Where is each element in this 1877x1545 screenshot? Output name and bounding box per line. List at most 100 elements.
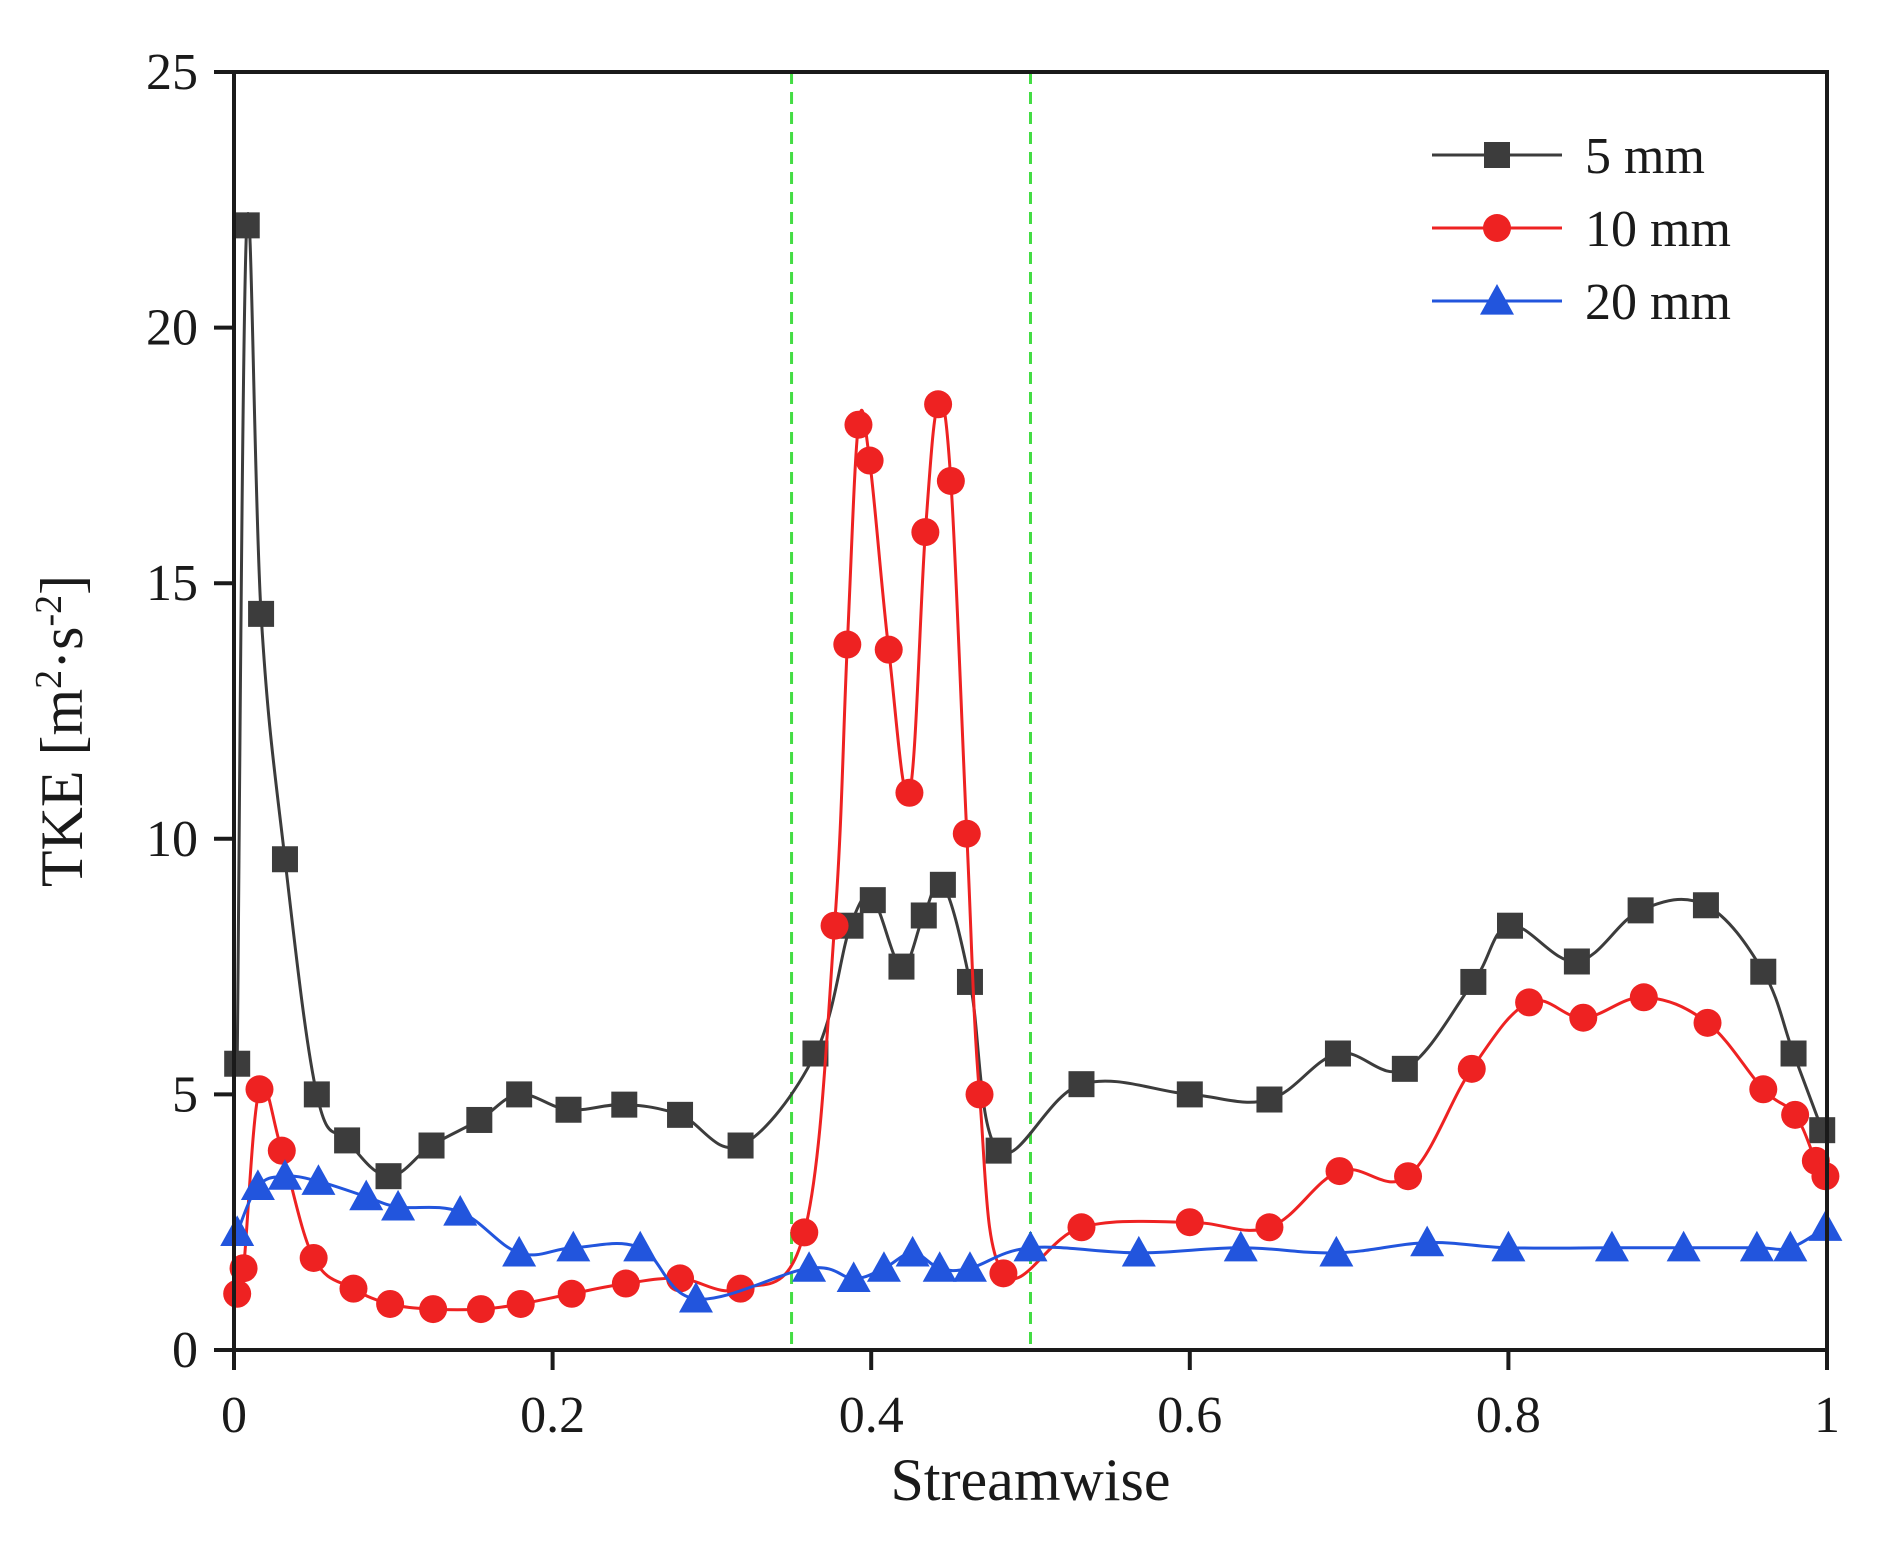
data-point-20-mm — [895, 1235, 930, 1267]
y-axis-label: TKE [m2·s-2] — [28, 575, 95, 887]
data-point-10-mm — [1255, 1213, 1284, 1242]
data-point-20-mm — [1121, 1235, 1156, 1267]
data-point-10-mm — [245, 1075, 274, 1104]
data-point-5-mm — [233, 212, 260, 239]
legend-label: 20 mm — [1585, 274, 1731, 331]
data-point-10-mm — [855, 446, 884, 475]
data-point-10-mm — [1569, 1003, 1598, 1032]
series-layer — [220, 212, 1843, 1324]
data-point-5-mm — [910, 902, 937, 929]
data-point-20-mm — [1013, 1230, 1048, 1262]
data-point-10-mm — [989, 1259, 1018, 1288]
data-point-10-mm — [267, 1136, 296, 1165]
data-point-20-mm — [220, 1215, 255, 1247]
data-point-10-mm — [911, 518, 940, 547]
legend-marker — [1480, 284, 1514, 315]
data-point-10-mm — [965, 1080, 994, 1109]
legend-marker — [1483, 214, 1511, 242]
data-point-5-mm — [1627, 897, 1654, 924]
data-point-5-mm — [1563, 948, 1590, 975]
data-point-20-mm — [1319, 1235, 1354, 1267]
data-point-5-mm — [956, 968, 983, 995]
data-point-5-mm — [271, 846, 298, 873]
data-point-10-mm — [952, 819, 981, 848]
data-point-5-mm — [334, 1127, 361, 1154]
data-point-20-mm — [866, 1251, 901, 1282]
data-point-5-mm — [1176, 1081, 1203, 1108]
data-point-10-mm — [726, 1274, 755, 1303]
data-point-10-mm — [844, 410, 873, 439]
data-point-5-mm — [1750, 958, 1777, 985]
data-point-10-mm — [895, 778, 924, 807]
data-point-20-mm — [1666, 1230, 1701, 1262]
data-point-20-mm — [301, 1164, 336, 1195]
data-point-5-mm — [611, 1091, 638, 1118]
data-point-20-mm — [1773, 1230, 1808, 1262]
data-point-10-mm — [1629, 983, 1658, 1012]
x-tick-label: 0.2 — [520, 1387, 585, 1444]
data-point-20-mm — [502, 1235, 537, 1267]
data-point-10-mm — [1325, 1157, 1354, 1186]
data-point-5-mm — [1256, 1086, 1283, 1113]
data-point-5-mm — [1809, 1117, 1836, 1144]
series-5-mm — [224, 212, 1836, 1190]
x-tick-label: 0.4 — [839, 1387, 904, 1444]
data-point-20-mm — [1223, 1230, 1258, 1262]
data-point-20-mm — [952, 1251, 987, 1282]
legend-item-10-mm: 10 mm — [1432, 201, 1731, 258]
legend: 5 mm 10 mm 20 mm — [1432, 128, 1731, 331]
data-point-10-mm — [419, 1295, 448, 1324]
axes-layer — [232, 70, 1829, 1352]
data-point-10-mm — [874, 635, 903, 664]
data-point-10-mm — [229, 1254, 258, 1283]
data-point-5-mm — [667, 1101, 694, 1128]
data-point-5-mm — [466, 1106, 493, 1133]
series-10-mm — [223, 390, 1840, 1324]
data-point-20-mm — [381, 1189, 416, 1221]
legend-marker — [1484, 142, 1510, 168]
data-point-10-mm — [820, 911, 849, 940]
data-point-10-mm — [466, 1295, 495, 1324]
data-point-10-mm — [936, 466, 965, 495]
data-point-5-mm — [224, 1050, 251, 1077]
data-point-5-mm — [1324, 1040, 1351, 1067]
data-point-20-mm — [556, 1230, 591, 1262]
data-point-10-mm — [924, 390, 953, 419]
data-point-20-mm — [678, 1281, 713, 1313]
data-point-10-mm — [666, 1264, 695, 1293]
x-tick-label: 1 — [1814, 1387, 1840, 1444]
data-point-20-mm — [349, 1179, 384, 1211]
data-point-10-mm — [339, 1274, 368, 1303]
data-point-5-mm — [859, 887, 886, 914]
data-point-5-mm — [418, 1132, 445, 1159]
plot-frame — [232, 70, 1829, 1352]
x-tick-label: 0.8 — [1476, 1387, 1541, 1444]
data-point-5-mm — [375, 1163, 402, 1190]
data-point-20-mm — [267, 1159, 302, 1190]
data-point-10-mm — [1693, 1008, 1722, 1037]
data-point-5-mm — [888, 953, 915, 980]
data-point-10-mm — [1175, 1208, 1204, 1237]
data-point-5-mm — [1496, 912, 1523, 939]
data-point-10-mm — [1457, 1054, 1486, 1083]
y-tick-label: 10 — [146, 811, 198, 868]
data-point-5-mm — [248, 600, 275, 627]
data-point-20-mm — [1739, 1230, 1774, 1262]
data-point-5-mm — [506, 1081, 533, 1108]
reference-lines-layer — [790, 72, 1032, 1350]
data-point-20-mm — [623, 1230, 658, 1262]
data-point-5-mm — [929, 871, 956, 898]
data-point-5-mm — [1460, 968, 1487, 995]
data-point-10-mm — [611, 1269, 640, 1298]
data-point-10-mm — [557, 1279, 586, 1308]
data-point-10-mm — [1515, 988, 1544, 1017]
data-point-10-mm — [790, 1218, 819, 1247]
data-point-5-mm — [303, 1081, 330, 1108]
data-point-20-mm — [836, 1261, 871, 1293]
data-point-10-mm — [299, 1243, 328, 1272]
y-tick-label: 15 — [146, 555, 198, 612]
legend-label: 10 mm — [1585, 201, 1731, 258]
data-point-10-mm — [223, 1279, 252, 1308]
